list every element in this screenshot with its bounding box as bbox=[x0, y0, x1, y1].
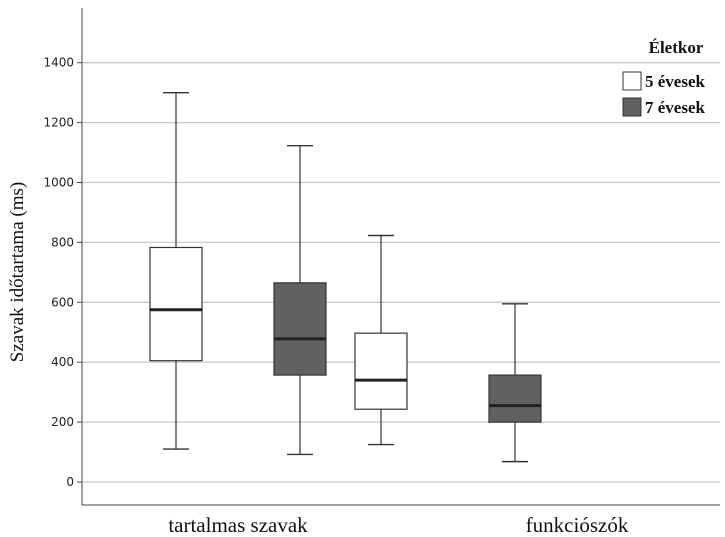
y-tick-label: 1400 bbox=[43, 56, 74, 70]
y-tick-label: 1000 bbox=[43, 176, 74, 190]
box-1-1 bbox=[488, 303, 542, 463]
y-axis-title: Szavak időtartama (ms) bbox=[7, 182, 28, 362]
y-tick-label: 600 bbox=[51, 295, 74, 309]
y-axis-ticks: 0 200 400 600 800 1000 1200 1400 bbox=[43, 56, 82, 489]
box-iqr bbox=[149, 246, 203, 362]
legend-title: Életkor bbox=[649, 38, 704, 57]
box-iqr bbox=[273, 282, 327, 376]
boxes bbox=[149, 91, 542, 463]
y-tick-label: 1200 bbox=[43, 116, 74, 130]
y-tick-label: 800 bbox=[51, 235, 74, 249]
x-category-label: funkciószók bbox=[526, 513, 629, 537]
legend-swatch bbox=[622, 97, 642, 117]
axes bbox=[81, 8, 720, 506]
legend-label: 5 évesek bbox=[645, 72, 706, 91]
legend-label: 7 évesek bbox=[645, 98, 706, 117]
box-1-0 bbox=[273, 144, 327, 456]
box-iqr bbox=[488, 374, 542, 423]
box-0-0 bbox=[149, 91, 203, 450]
legend: Életkor 5 évesek 7 évesek bbox=[622, 38, 706, 117]
y-tick-label: 200 bbox=[51, 415, 74, 429]
y-tick-label: 400 bbox=[51, 355, 74, 369]
x-category-label: tartalmas szavak bbox=[168, 513, 308, 537]
legend-swatch bbox=[622, 71, 642, 91]
x-axis-categories: tartalmas szavak funkciószók bbox=[168, 513, 628, 537]
y-tick-label: 0 bbox=[66, 475, 74, 489]
box-iqr bbox=[354, 332, 408, 410]
box-0-1 bbox=[354, 234, 408, 446]
